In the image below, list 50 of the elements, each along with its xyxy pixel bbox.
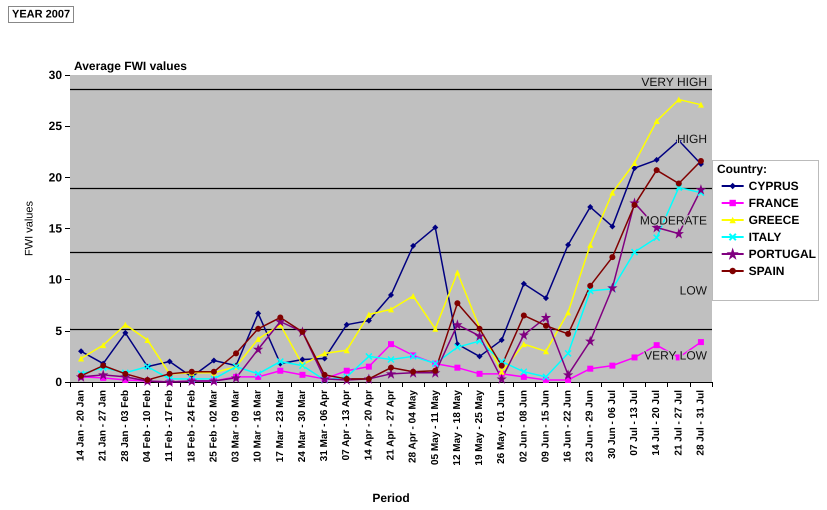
x-tick-label: 17 Mar - 23 Mar: [274, 390, 286, 462]
x-tick-label: 07 Apr - 13 Apr: [341, 390, 352, 460]
band-label: VERY HIGH: [641, 75, 707, 90]
x-tick-label: 28 Jan - 03 Feb: [120, 390, 131, 462]
y-axis-title: FWI values: [24, 200, 36, 256]
x-tick-label: 04 Feb - 10 Feb: [142, 390, 153, 462]
x-tick-label: 11 Feb - 17 Feb: [164, 390, 176, 462]
band-label: LOW: [680, 283, 708, 298]
x-tick-label: 28 Apr - 04 May: [408, 390, 419, 463]
legend-label: GREECE: [748, 213, 800, 227]
x-tick-label: 03 Mar - 09 Mar: [230, 390, 242, 462]
legend-label: CYPRUS: [748, 179, 799, 193]
x-tick-label: 19 May - 25 May: [474, 390, 486, 466]
y-tick-label: 5: [55, 324, 62, 338]
y-tick-label: 15: [48, 222, 62, 236]
x-tick-label: 26 May - 01 Jun: [496, 390, 508, 464]
x-tick-label: 23 Jun - 29 Jun: [584, 390, 596, 462]
x-tick-label: 21 Jan - 27 Jan: [98, 390, 109, 462]
y-tick-label: 20: [48, 170, 62, 184]
legend-label: PORTUGAL: [748, 247, 816, 261]
x-tick-label: 07 Jul - 13 Jul: [629, 390, 640, 456]
band-label: HIGH: [677, 132, 707, 146]
x-tick-label: 21 Jul - 27 Jul: [673, 390, 684, 456]
x-tick-label: 16 Jun - 22 Jun: [562, 390, 574, 462]
legend-label: FRANCE: [748, 196, 799, 210]
x-tick-label: 14 Apr - 20 Apr: [363, 390, 374, 460]
x-tick-label: 05 May - 11 May: [430, 390, 441, 466]
x-tick-label: 12 May - 18 May: [452, 390, 463, 466]
x-tick-label: 28 Jul - 31 Jul: [695, 390, 706, 456]
x-tick-label: 14 Jul - 20 Jul: [651, 390, 662, 456]
y-tick-label: 30: [48, 68, 62, 82]
x-tick-label: 30 Jun - 06 Jul: [606, 390, 618, 459]
x-tick-label: 18 Feb - 24 Feb: [186, 390, 198, 462]
x-tick-label: 14 Jan - 20 Jan: [76, 390, 87, 462]
legend-label: ITALY: [748, 230, 782, 244]
x-tick-label: 25 Feb - 02 Mar: [208, 390, 220, 462]
x-axis-title: Period: [372, 491, 410, 505]
x-tick-label: 02 Jun - 08 Jun: [518, 390, 530, 462]
x-tick-label: 10 Mar - 16 Mar: [252, 390, 264, 462]
x-tick-label: 24 Mar - 30 Mar: [296, 390, 308, 462]
y-tick-label: 25: [48, 119, 62, 134]
legend-label: SPAIN: [748, 264, 784, 278]
chart-title: YEAR 2007: [12, 8, 70, 20]
x-tick-label: 31 Mar - 06 Apr: [319, 390, 330, 462]
x-tick-label: 09 Jun - 15 Jun: [540, 390, 552, 462]
x-tick-label: 21 Apr - 27 Apr: [386, 390, 396, 460]
legend-title: Country:: [717, 162, 767, 176]
y-tick-label: 0: [55, 375, 62, 389]
y-tick-label: 10: [48, 272, 62, 287]
chart-subtitle: Average FWI values: [74, 59, 188, 73]
